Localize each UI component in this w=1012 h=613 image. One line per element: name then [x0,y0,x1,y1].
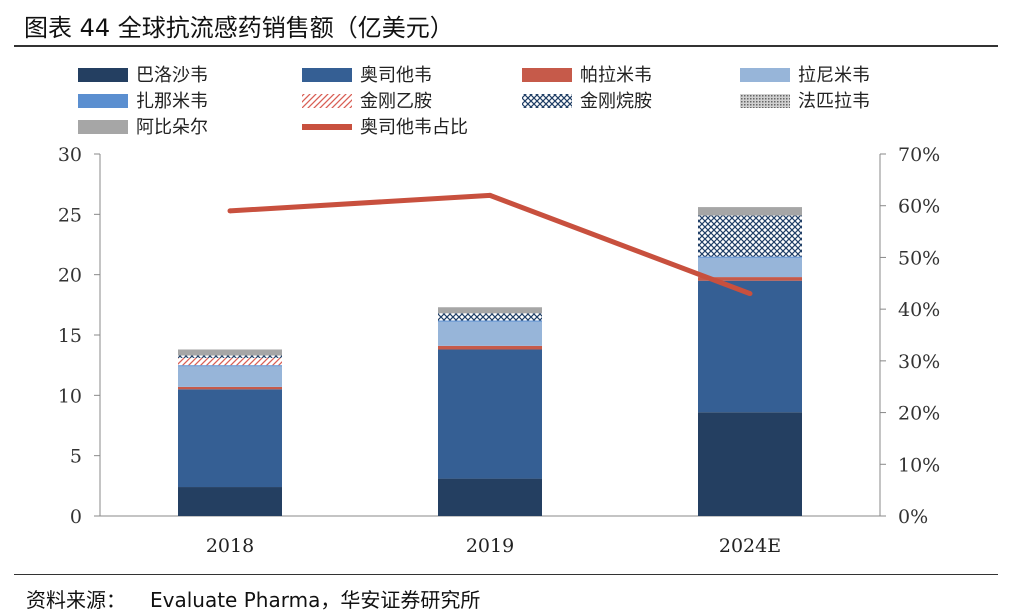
bar-segment-baloxavir-2018 [178,487,282,516]
bar-segment-rimantadine-2019 [438,313,542,321]
legend-swatch-amantadine [302,94,352,108]
y2-tick-label: 70% [898,144,940,166]
legend-label-ratio: 奥司他韦占比 [360,117,468,138]
y-tick-label: 10 [58,385,82,407]
legend-swatch-ratio [302,124,352,130]
legend-label-peramivir: 帕拉米韦 [580,65,652,86]
ratio-line-series [227,192,753,297]
legend-swatch-laninamivir [740,68,790,82]
bar-segment-laninamivir-2024E [698,257,802,278]
bar-segment-zanamivir-2024E [698,256,802,258]
bar-segment-arbidol-2024E [698,207,802,216]
bar-segment-peramivir-2018 [178,386,282,390]
legend-label-rimantadine: 金刚烷胺 [580,91,652,112]
legend-swatch-rimantadine [522,94,572,108]
legend-label-arbidol: 阿比朵尔 [136,117,208,138]
ratio-point-2024E [747,291,753,297]
bar-segment-rimantadine-2024E [698,215,802,257]
source-label: 资料来源： [26,588,126,612]
bar-segment-arbidol-2019 [438,307,542,314]
legend-label-oseltamivir: 奥司他韦 [360,65,432,86]
bar-segment-oseltamivir-2019 [438,349,542,479]
bar-segment-zanamivir-2018 [178,365,282,367]
x-tick-label: 2024E [719,535,781,557]
y2-tick-label: 60% [898,196,940,218]
legend-swatch-baloxavir [78,68,128,82]
bar-segment-laninamivir-2018 [178,366,282,387]
y-tick-label: 25 [58,204,82,226]
bars: 2018 2019 2024E [178,207,802,557]
bar-segment-arbidol-2018 [178,349,282,356]
y-tick-label: 5 [70,446,82,468]
bar-segment-oseltamivir-2024E [698,280,802,413]
y2-tick-label: 20% [898,403,940,425]
legend-label-laninamivir: 拉尼米韦 [798,65,870,86]
bar-segment-baloxavir-2019 [438,478,542,516]
legend-swatch-zanamivir [78,94,128,108]
source-text: Evaluate Pharma，华安证券研究所 [150,588,481,612]
legend-swatch-oseltamivir [302,68,352,82]
y2-tick-label: 10% [898,454,940,476]
bar-segment-peramivir-2019 [438,345,542,350]
legend-label-zanamivir: 扎那米韦 [136,91,208,112]
ratio-point-2019 [487,192,493,198]
bar-segment-zanamivir-2019 [438,320,542,322]
y2-tick-label: 30% [898,351,940,373]
bar-segment-baloxavir-2024E [698,412,802,516]
bar-segment-laninamivir-2019 [438,321,542,346]
bar-segment-peramivir-2024E [698,277,802,281]
y2-tick-label: 50% [898,247,940,269]
legend-label-baloxavir: 巴洛沙韦 [136,65,208,86]
chart-title: 图表 44 全球抗流感药销售额（亿美元） [24,14,454,42]
y-tick-label: 0 [70,506,82,528]
x-tick-label: 2019 [466,535,514,557]
bar-segment-oseltamivir-2018 [178,389,282,488]
bar-segment-rimantadine-2018 [178,355,282,358]
ratio-point-2018 [227,208,233,214]
y2-tick-label: 0% [898,506,928,528]
ratio-line-path [229,192,751,296]
title-divider [14,45,998,47]
legend-swatch-favipiravir [740,94,790,108]
y-tick-label: 15 [58,325,82,347]
source-divider [14,574,998,575]
bar-segment-amantadine-2018 [178,357,282,366]
legend-swatch-arbidol [78,120,128,134]
y-tick-label: 20 [58,265,82,287]
y2-tick-label: 40% [898,299,940,321]
legend-label-amantadine: 金刚乙胺 [360,91,432,112]
source-note: 资料来源： Evaluate Pharma，华安证券研究所 [26,584,480,613]
y-tick-label: 30 [58,144,82,166]
x-tick-label: 2018 [206,535,254,557]
legend-swatch-peramivir [522,68,572,82]
legend-label-favipiravir: 法匹拉韦 [798,91,870,112]
axes: 0 5 10 15 20 25 30 0% 10% 20% 30% 40% 50% 60% 70% [58,144,940,528]
